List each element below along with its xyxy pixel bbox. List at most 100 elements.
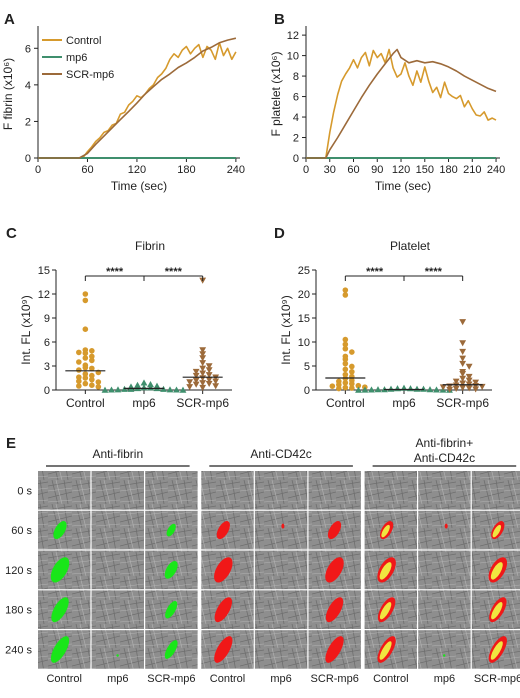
data-point: [342, 356, 349, 363]
panel-label: B: [274, 11, 285, 28]
data-point: [95, 379, 102, 385]
platelet-signal: [325, 557, 344, 583]
data-point: [465, 363, 473, 370]
data-point: [465, 385, 473, 392]
data-point: [426, 386, 434, 393]
data-point: [459, 355, 467, 362]
data-point: [205, 380, 213, 387]
significance-stars: ****: [425, 266, 443, 278]
microscopy-image: [201, 471, 254, 510]
column-label: mp6: [270, 673, 291, 685]
y-tick-label: 15: [298, 313, 310, 325]
panel-label: C: [6, 225, 17, 242]
data-point: [329, 383, 336, 389]
data-point: [134, 381, 141, 388]
y-tick-label: 10: [298, 337, 310, 349]
y-axis-label: F platelet (x10⁶): [269, 52, 283, 137]
overlap-signal: [491, 602, 503, 620]
data-point: [179, 386, 187, 393]
data-point: [205, 372, 213, 379]
group-header: Anti-fibrin+: [416, 436, 474, 450]
data-point: [336, 381, 342, 388]
microscopy-image: [254, 510, 308, 550]
microscopy-image: [254, 550, 308, 590]
data-point: [459, 348, 467, 355]
y-tick-label: 10: [287, 51, 299, 63]
y-tick-label: 9: [44, 313, 50, 325]
data-point: [82, 371, 89, 377]
data-point: [413, 385, 421, 392]
row-label-time: 240 s: [5, 645, 32, 657]
data-point: [199, 355, 207, 362]
group-header: Anti-CD42c: [414, 451, 475, 465]
x-axis-label: Time (sec): [375, 179, 431, 193]
y-tick-label: 4: [25, 80, 31, 92]
y-tick-label: 3: [44, 361, 50, 373]
data-point: [342, 366, 349, 373]
overlap-signal: [490, 641, 503, 660]
y-tick-label: 20: [298, 289, 310, 301]
fibrin-signal: [50, 636, 70, 663]
y-tick-label: 25: [298, 265, 310, 277]
data-point: [374, 386, 382, 393]
data-point: [192, 381, 200, 388]
data-point: [342, 380, 349, 386]
data-point: [82, 380, 89, 387]
platelet-signal: [325, 597, 344, 623]
chart-title: Fibrin: [135, 239, 165, 253]
data-point: [89, 376, 95, 383]
data-point: [89, 353, 95, 360]
data-point: [76, 383, 82, 389]
y-tick-label: 4: [293, 112, 299, 124]
signal-dot: [116, 654, 119, 657]
x-tick-label: SCR-mp6: [436, 396, 489, 410]
data-point: [82, 364, 89, 371]
y-tick-label: 0: [293, 153, 299, 165]
overlap-signal: [379, 641, 392, 660]
data-point: [342, 384, 349, 391]
x-tick-label: 60: [347, 164, 359, 176]
data-point: [173, 386, 180, 393]
column-label: SCR-mp6: [311, 673, 359, 685]
data-point: [76, 349, 82, 356]
x-tick-label: 0: [35, 164, 41, 176]
x-tick-label: 120: [392, 164, 410, 176]
data-point: [212, 383, 220, 390]
data-point: [205, 363, 213, 370]
microscopy-image: [418, 510, 471, 550]
data-point: [95, 384, 102, 390]
data-point: [407, 385, 414, 392]
group-header: Anti-fibrin: [92, 447, 143, 461]
row-label-time: 180 s: [5, 605, 32, 617]
panel-b-platelet-chart: B 0 30 60 90 120 150 180 210 240 0 2 4 6 8 10 12 Time (se…: [269, 11, 505, 193]
data-point: [147, 381, 154, 388]
data-point: [89, 382, 95, 389]
data-point: [465, 373, 473, 380]
data-point: [420, 385, 427, 392]
data-point: [76, 374, 82, 381]
platelet-signal: [216, 521, 230, 540]
platelet-signal: [214, 557, 233, 583]
data-point: [387, 385, 395, 392]
panel-label: E: [6, 435, 16, 452]
signal-dot: [443, 654, 446, 657]
platelet-signal: [325, 636, 344, 663]
data-point: [82, 375, 89, 381]
x-tick-label: 60: [81, 164, 93, 176]
panel-d-platelet-scatter: D Platelet 0 5 10 15 20 25 Int. FL (x10⁹) Control…: [274, 225, 492, 410]
data-point: [361, 386, 369, 393]
fibrin-signal: [51, 597, 69, 623]
x-tick-label: Control: [66, 396, 105, 410]
microscopy-image: [91, 630, 144, 669]
microscopy-image: [38, 471, 91, 510]
data-point: [433, 386, 440, 393]
overlap-signal: [379, 602, 392, 620]
data-point: [199, 370, 207, 377]
data-point: [82, 297, 89, 304]
x-tick-label: 240: [227, 164, 245, 176]
y-axis-label: F fibrin (x10⁶): [1, 58, 15, 130]
microscopy-image: [471, 471, 520, 510]
data-point: [186, 379, 194, 386]
y-tick-label: 8: [293, 71, 299, 83]
data-point: [439, 384, 447, 391]
